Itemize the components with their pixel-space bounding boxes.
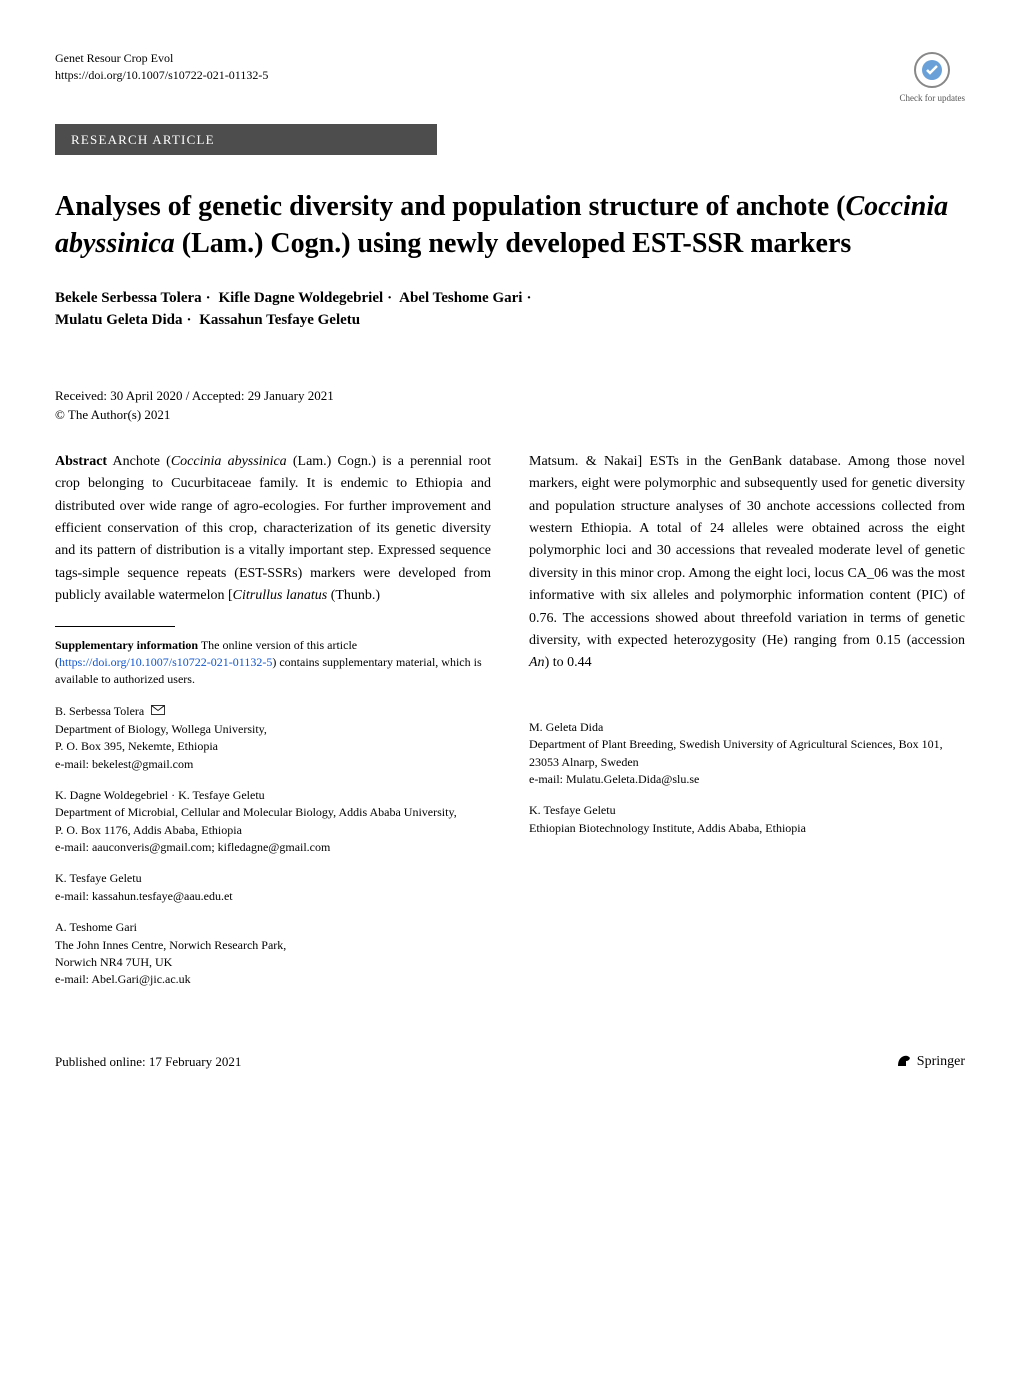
affiliation-block: M. Geleta Dida Department of Plant Breed…	[529, 719, 965, 789]
abstract-right: Matsum. & Nakai] ESTs in the GenBank dat…	[529, 451, 965, 675]
affil-author-name: K. Tesfaye Geletu	[529, 802, 965, 819]
author: Bekele Serbessa Tolera	[55, 290, 202, 306]
received-accepted: Received: 30 April 2020 / Accepted: 29 J…	[55, 386, 965, 406]
affil-addr: P. O. Box 395, Nekemte, Ethiopia	[55, 738, 491, 755]
affil-dept: Ethiopian Biotechnology Institute, Addis…	[529, 820, 965, 837]
check-updates-badge[interactable]: Check for updates	[900, 50, 965, 106]
abstract-text: ) to 0.44	[545, 655, 592, 670]
article-type-label: RESEARCH ARTICLE	[71, 132, 215, 147]
abstract-label: Abstract	[55, 454, 107, 469]
springer-label: Springer	[917, 1051, 965, 1072]
supplementary-info: Supplementary information The online ver…	[55, 637, 491, 689]
article-title: Analyses of genetic diversity and popula…	[55, 189, 965, 263]
author: Abel Teshome Gari	[399, 290, 522, 306]
affil-name-text: B. Serbessa Tolera	[55, 704, 144, 718]
title-part-2: (Lam.) Cogn.) using newly developed EST-…	[175, 228, 851, 259]
abstract-accession: An	[529, 655, 545, 670]
abstract-species: Coccinia abyssinica	[171, 454, 287, 469]
abstract-text: (Thunb.)	[327, 588, 380, 603]
doi-link[interactable]: https://doi.org/10.1007/s10722-021-01132…	[55, 67, 268, 84]
abstract-text: Anchote (	[113, 454, 171, 469]
affil-author-name: A. Teshome Gari	[55, 919, 491, 936]
affil-dept: The John Innes Centre, Norwich Research …	[55, 937, 491, 954]
authors-list: Bekele Serbessa Tolera· Kifle Dagne Wold…	[55, 287, 965, 332]
affil-email: e-mail: Mulatu.Geleta.Dida@slu.se	[529, 771, 965, 788]
affiliation-block: A. Teshome Gari The John Innes Centre, N…	[55, 919, 491, 989]
author-separator: ·	[526, 290, 531, 306]
author-separator: ·	[206, 290, 211, 306]
affil-email: e-mail: Abel.Gari@jic.ac.uk	[55, 971, 491, 988]
page-footer: Published online: 17 February 2021 Sprin…	[55, 1051, 965, 1072]
author-separator: ·	[387, 290, 392, 306]
article-type-bar: RESEARCH ARTICLE	[55, 124, 437, 156]
affil-email: e-mail: kassahun.tesfaye@aau.edu.et	[55, 888, 491, 905]
affil-dept: Department of Biology, Wollega Universit…	[55, 721, 491, 738]
affiliation-block: K. Dagne Woldegebriel · K. Tesfaye Gelet…	[55, 787, 491, 857]
abstract-left: Abstract Anchote (Coccinia abyssinica (L…	[55, 451, 491, 608]
affil-addr: Norwich NR4 7UH, UK	[55, 954, 491, 971]
affil-email: e-mail: bekelest@gmail.com	[55, 756, 491, 773]
affiliation-block: K. Tesfaye Geletu Ethiopian Biotechnolog…	[529, 802, 965, 837]
right-column: Matsum. & Nakai] ESTs in the GenBank dat…	[529, 451, 965, 1003]
abstract-text: (Lam.) Cogn.) is a perennial root crop b…	[55, 454, 491, 603]
affiliations-right: M. Geleta Dida Department of Plant Breed…	[529, 719, 965, 837]
affiliation-block: B. Serbessa Tolera Department of Biology…	[55, 703, 491, 773]
affil-author-name: K. Dagne Woldegebriel · K. Tesfaye Gelet…	[55, 787, 491, 804]
title-part-1: Analyses of genetic diversity and popula…	[55, 191, 845, 222]
abstract-columns: Abstract Anchote (Coccinia abyssinica (L…	[55, 451, 965, 1003]
left-column: Abstract Anchote (Coccinia abyssinica (L…	[55, 451, 491, 1003]
affil-dept: Department of Plant Breeding, Swedish Un…	[529, 736, 965, 771]
affiliation-block: K. Tesfaye Geletu e-mail: kassahun.tesfa…	[55, 870, 491, 905]
copyright-line: © The Author(s) 2021	[55, 405, 965, 425]
springer-horse-icon	[895, 1052, 913, 1070]
affiliations-left: B. Serbessa Tolera Department of Biology…	[55, 703, 491, 989]
published-online: Published online: 17 February 2021	[55, 1052, 241, 1072]
supp-label: Supplementary information	[55, 638, 198, 652]
affil-addr: P. O. Box 1176, Addis Ababa, Ethiopia	[55, 822, 491, 839]
affil-email: e-mail: aauconveris@gmail.com; kifledagn…	[55, 839, 491, 856]
journal-info: Genet Resour Crop Evol https://doi.org/1…	[55, 50, 268, 84]
abstract-text: Matsum. & Nakai] ESTs in the GenBank dat…	[529, 454, 965, 648]
affil-author-name: M. Geleta Dida	[529, 719, 965, 736]
affil-author-name: K. Tesfaye Geletu	[55, 870, 491, 887]
check-updates-label: Check for updates	[900, 93, 965, 103]
springer-logo: Springer	[895, 1051, 965, 1072]
journal-name: Genet Resour Crop Evol	[55, 50, 268, 67]
check-updates-icon	[912, 50, 952, 90]
supp-link[interactable]: https://doi.org/10.1007/s10722-021-01132…	[59, 655, 272, 669]
author-separator: ·	[187, 312, 192, 328]
author: Kassahun Tesfaye Geletu	[199, 312, 360, 328]
affil-author-name: B. Serbessa Tolera	[55, 703, 491, 721]
author: Mulatu Geleta Dida	[55, 312, 183, 328]
envelope-icon	[151, 703, 165, 720]
author: Kifle Dagne Woldegebriel	[218, 290, 383, 306]
abstract-species: Citrullus lanatus	[233, 588, 328, 603]
dates-copyright: Received: 30 April 2020 / Accepted: 29 J…	[55, 386, 965, 425]
affil-dept: Department of Microbial, Cellular and Mo…	[55, 804, 491, 821]
journal-header: Genet Resour Crop Evol https://doi.org/1…	[55, 50, 965, 106]
section-divider	[55, 626, 175, 627]
